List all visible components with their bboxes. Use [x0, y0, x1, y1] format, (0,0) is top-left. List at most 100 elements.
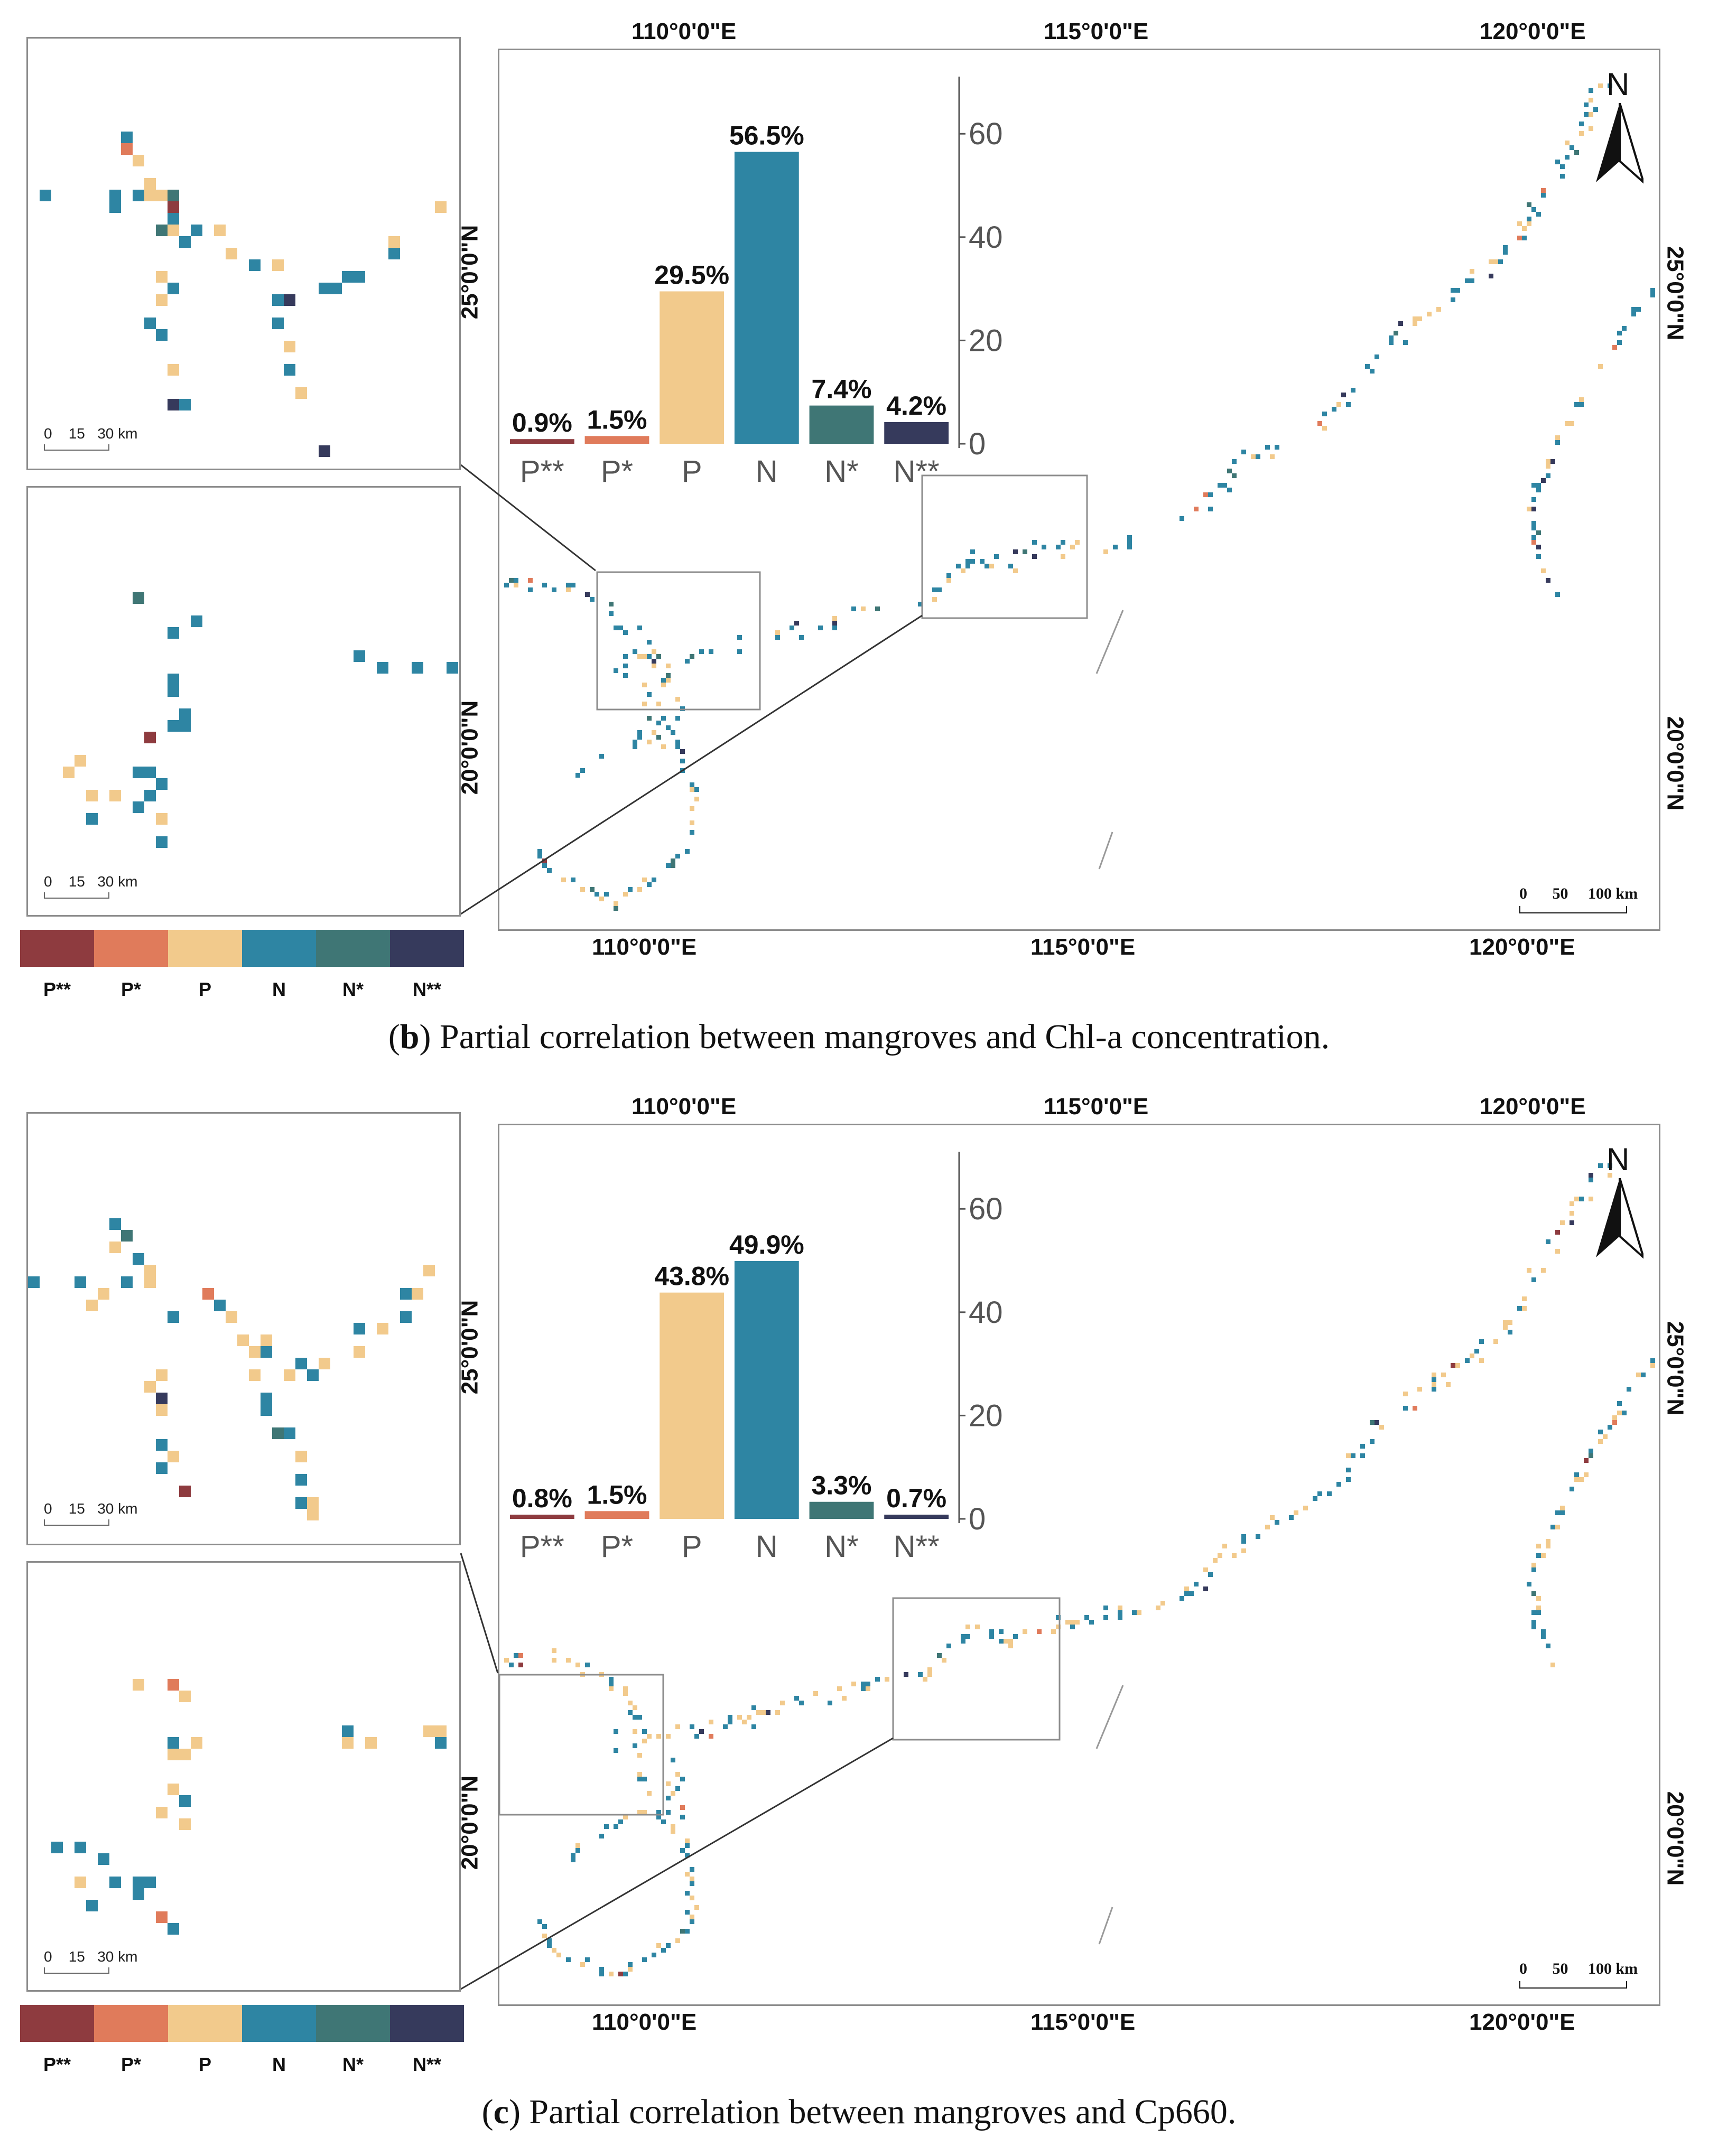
caption-b: (b) Partial correlation between mangrove… — [388, 1018, 1330, 1056]
map-scale-bar: 0 50 100 km — [1519, 1960, 1638, 1989]
inset-top-svg — [28, 1218, 435, 1520]
scale-100: 100 km — [1588, 1960, 1638, 1977]
legend-label-n: N — [272, 2054, 286, 2075]
legend-swatch-p — [168, 2005, 242, 2042]
coast-line-east — [1095, 610, 1124, 674]
lat-label-right-25: 25°0'0"N — [1662, 246, 1688, 341]
legend-swatch-p1 — [94, 930, 168, 967]
legend-swatch-n1 — [316, 2005, 390, 2042]
legend-label-n1: N* — [342, 2054, 364, 2075]
bar-category-label: P** — [520, 1529, 564, 1564]
legend-label-n: N — [272, 978, 286, 1000]
chart-y-tick-label: 60 — [969, 1192, 1003, 1226]
inset-scale-15: 15 — [68, 1948, 85, 1965]
scale-0: 0 — [1519, 885, 1527, 902]
bar-value-label: 29.5% — [654, 260, 729, 290]
chart-y-tick-label: 20 — [969, 323, 1003, 358]
bar-3 — [734, 1261, 799, 1519]
inset-scale-30: 30 km — [97, 873, 138, 890]
chart-y-tick-label: 60 — [969, 117, 1003, 151]
lon-label-top-120: 120°0'0"E — [1480, 1094, 1586, 1119]
bar-4 — [809, 405, 874, 444]
lon-label-bottom-110: 110°0'0"E — [592, 934, 697, 960]
bar-3 — [734, 152, 799, 444]
inset-box-east — [921, 474, 1088, 619]
legend-swatch-n2 — [390, 2005, 464, 2042]
inset-top-scale: 0 15 30 km — [44, 1500, 137, 1526]
bar-2 — [660, 1292, 725, 1519]
legend-label-p2: P** — [43, 2054, 71, 2075]
bar-category-label: P* — [601, 1529, 633, 1564]
map-scale-bar: 0 50 100 km — [1519, 885, 1638, 913]
inset-box-west — [596, 571, 761, 711]
inset-scale-15: 15 — [68, 1500, 85, 1517]
inset-bottom: 0 15 30 km — [26, 1561, 461, 1992]
bar-5 — [884, 1515, 949, 1519]
lon-label-top-110: 110°0'0"E — [632, 18, 737, 44]
lon-label-top-120: 120°0'0"E — [1480, 18, 1586, 44]
scale-100: 100 km — [1588, 885, 1638, 902]
lon-label-bottom-120: 120°0'0"E — [1469, 934, 1575, 960]
bar-value-label: 43.8% — [654, 1262, 729, 1291]
bar-value-label: 1.5% — [587, 405, 647, 434]
bar-category-label: N** — [894, 1529, 940, 1564]
chart-y-tick-label: 40 — [969, 1295, 1003, 1330]
bar-category-label: N* — [824, 1529, 858, 1564]
bar-2 — [660, 291, 725, 444]
chart-y-tick-label: 0 — [969, 1502, 986, 1536]
lat-label-right-25: 25°0'0"N — [1662, 1321, 1688, 1416]
bar-chart-c: 0 20 40 60 0.8% P** 1.5% P* 43.8% P 49.9% N 3.3% N* 0.… — [509, 1152, 1003, 1564]
lon-label-top-115: 115°0'0"E — [1044, 18, 1149, 44]
inset-scale-0: 0 — [44, 425, 52, 442]
legend-label-p1: P* — [120, 978, 142, 1000]
bar-category-label: N* — [824, 454, 858, 489]
inset-top: 0 15 30 km — [26, 37, 461, 470]
legend-label-n2: N** — [412, 2054, 442, 2075]
bar-1 — [584, 436, 649, 444]
chart-y-tick-label: 0 — [969, 427, 986, 461]
bar-value-label: 0.8% — [512, 1483, 572, 1513]
chart-y-tick-label: 20 — [969, 1398, 1003, 1433]
bar-category-label: N** — [894, 454, 940, 489]
bar-5 — [884, 422, 949, 444]
inset-top-svg — [40, 132, 447, 457]
main-map-frame: 0 20 40 60 0.8% P** 1.5% P* 43.8% P 49.9% N 3.3% N* 0.… — [498, 1124, 1660, 2006]
north-arrow-icon — [1596, 1178, 1643, 1259]
legend-swatch-p — [168, 930, 242, 967]
bar-0 — [509, 1515, 574, 1519]
legend-label-p1: P* — [120, 2054, 142, 2075]
bar-category-label: N — [756, 454, 778, 489]
inset-bottom-scale: 0 15 30 km — [44, 1948, 137, 1974]
inset-box-west — [499, 1674, 664, 1816]
bar-category-label: P — [682, 1529, 702, 1564]
legend-swatch-p1 — [94, 2005, 168, 2042]
coast-line-se — [1098, 832, 1113, 870]
north-letter: N — [1606, 67, 1630, 102]
bar-value-label: 0.7% — [886, 1483, 946, 1513]
bar-category-label: P — [682, 454, 702, 489]
bar-value-label: 7.4% — [812, 375, 872, 404]
inset-scale-30: 30 km — [97, 1948, 138, 1965]
chart-y-tick-label: 40 — [969, 220, 1003, 255]
bar-0 — [509, 439, 574, 444]
legend-color-bar — [20, 930, 464, 967]
lon-label-bottom-115: 115°0'0"E — [1030, 934, 1136, 960]
lon-label-top-115: 115°0'0"E — [1044, 1094, 1149, 1119]
legend-swatch-p2 — [20, 930, 94, 967]
lon-label-bottom-115: 115°0'0"E — [1030, 2009, 1136, 2035]
legend-swatch-n2 — [390, 930, 464, 967]
north-letter: N — [1606, 1142, 1630, 1177]
legend-label-n1: N* — [342, 978, 364, 1000]
legend-color-bar — [20, 2005, 464, 2042]
coast-line-east — [1095, 1685, 1124, 1749]
bar-category-label: P** — [520, 454, 564, 489]
bar-value-label: 1.5% — [587, 1480, 647, 1509]
bar-1 — [584, 1511, 649, 1519]
inset-bottom-svg — [51, 1679, 447, 1935]
legend-swatch-p2 — [20, 2005, 94, 2042]
scale-0: 0 — [1519, 1960, 1527, 1977]
inset-scale-0: 0 — [44, 1948, 52, 1965]
north-arrow-icon — [1596, 103, 1643, 184]
inset-scale-15: 15 — [68, 425, 85, 442]
inset-bottom: 0 15 30 km — [26, 486, 461, 917]
